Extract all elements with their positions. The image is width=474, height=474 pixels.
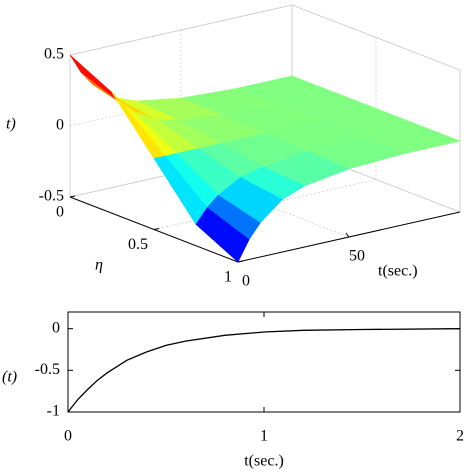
- tick-mark: [69, 195, 76, 198]
- x-tick-label: 0: [64, 428, 72, 445]
- y-tick-label: -1: [47, 403, 60, 420]
- x-axis-label: t(sec.): [244, 453, 284, 470]
- z-tick-label: 0.5: [44, 46, 64, 63]
- eta-tick-label: 0: [56, 204, 64, 221]
- tick-mark: [153, 228, 160, 230]
- z-tick-label: -0.5: [39, 188, 64, 205]
- tick-mark: [345, 232, 350, 238]
- eta-tick-label: 0.5: [128, 236, 148, 253]
- z-tick-label: 0: [56, 117, 64, 134]
- z-axis-label: t): [6, 116, 16, 133]
- surface-cell: [195, 207, 250, 263]
- y-tick-label: 0: [52, 319, 60, 336]
- eta-tick-label: 1: [224, 269, 232, 286]
- tick-mark: [237, 260, 244, 263]
- t-tick-label: 50: [349, 248, 365, 265]
- t-tick-label: 0: [242, 273, 250, 290]
- x-tick-label: 1: [260, 428, 268, 445]
- x-tick-label: 2: [456, 428, 464, 445]
- eta-axis-label: η: [95, 257, 103, 274]
- t-axis-label: t(sec.): [378, 263, 418, 280]
- plot-frame: [67, 311, 461, 413]
- y-axis-label: (t): [2, 369, 17, 386]
- line-series: [67, 328, 461, 413]
- y-tick-label: -0.5: [35, 361, 60, 378]
